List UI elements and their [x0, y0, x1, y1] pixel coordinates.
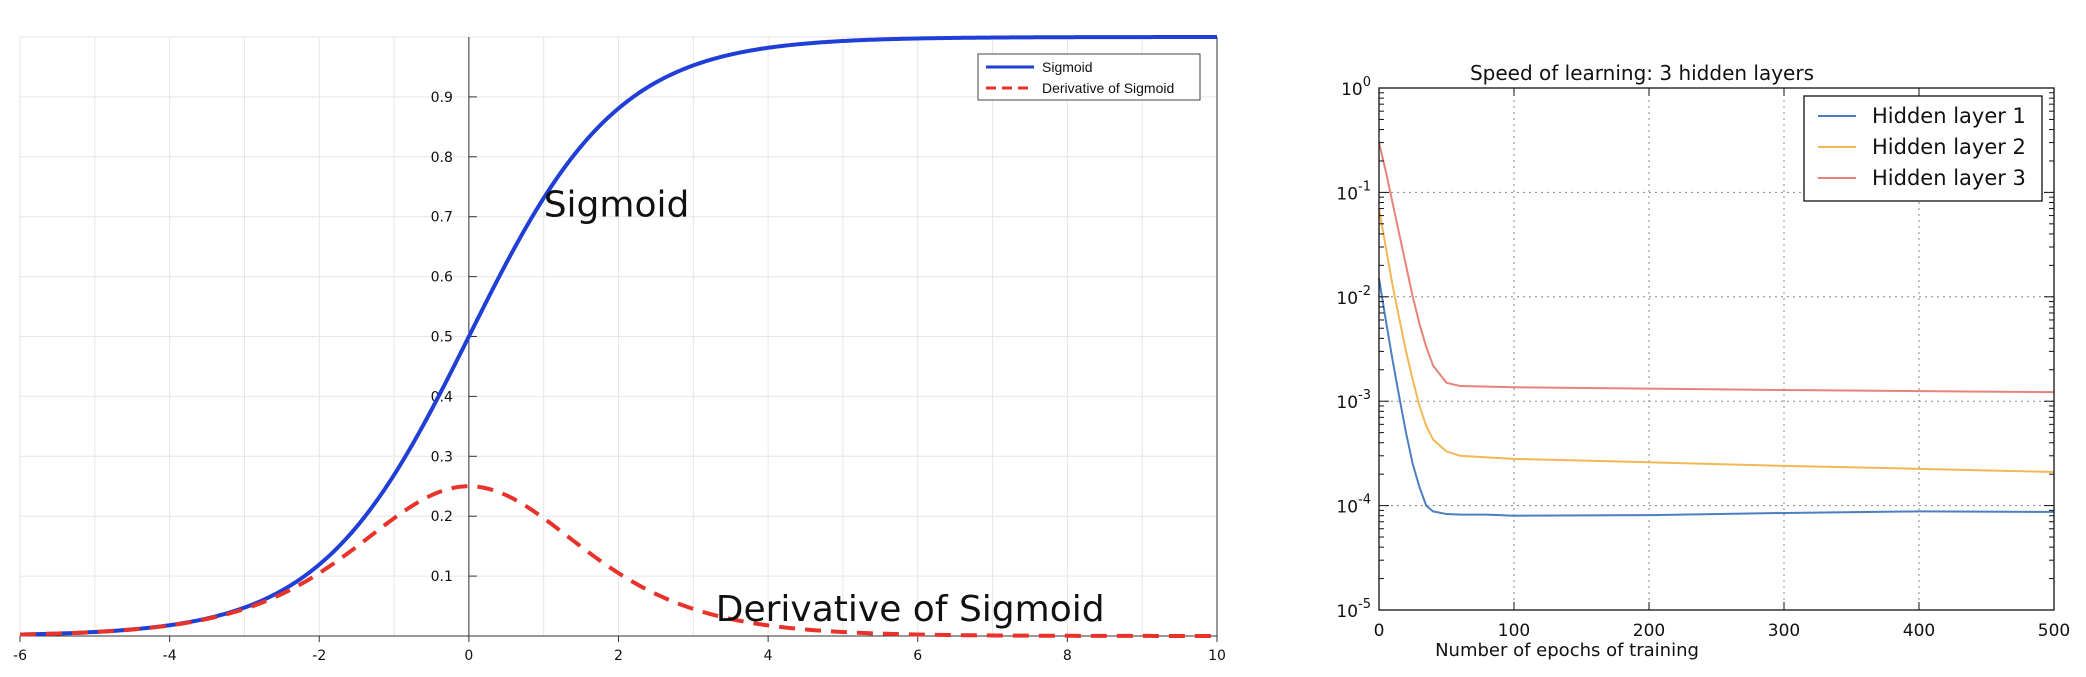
sigmoid-tick-labels: -6 -4 -2 0 2 4 6 8 100.10.20.30.40.50.60.70.80.9 — [13, 90, 1226, 664]
x-tick-label: 4 — [764, 648, 773, 664]
y-tick-label: 0.7 — [431, 210, 453, 226]
y-tick-label: 0.3 — [431, 449, 453, 465]
x-tick-label: -6 — [13, 648, 27, 664]
sigmoid-chart: -6 -4 -2 0 2 4 6 8 100.10.20.30.40.50.60.70.80.9… — [13, 35, 1226, 664]
y-tick-label: 0.8 — [431, 150, 453, 166]
x-tick-label: 10 — [1208, 648, 1226, 664]
y-tick-exponent: 0 — [1363, 75, 1371, 90]
legend-label-layer2: Hidden layer 2 — [1872, 135, 2026, 159]
x-axis-label: Number of epochs of training — [1435, 640, 1699, 661]
series-line-layer2 — [1378, 208, 2055, 473]
x-tick-label: 200 — [1633, 621, 1665, 641]
chart-title: Speed of learning: 3 hidden layers — [1470, 61, 1814, 85]
learning-speed-chart: Speed of learning: 3 hidden layers 0 100 2… — [1336, 61, 2070, 661]
x-tick-label: -2 — [312, 648, 326, 664]
legend-label-derivative: Derivative of Sigmoid — [1042, 80, 1174, 96]
x-tick-label: 2 — [614, 648, 623, 664]
y-tick-label: 0.2 — [431, 509, 453, 525]
x-tick-label: 400 — [1903, 621, 1935, 641]
y-tick-base: 10 — [1336, 289, 1358, 309]
y-tick-base: 10 — [1341, 80, 1363, 100]
annotation-sigmoid: Sigmoid — [544, 185, 690, 226]
sigmoid-series — [19, 35, 1217, 638]
x-tick-label: 300 — [1768, 621, 1800, 641]
x-tick-label: 0 — [464, 648, 473, 664]
y-tick-label: 100 — [1341, 75, 1371, 100]
learning-legend: Hidden layer 1 Hidden layer 2 Hidden lay… — [1803, 95, 2043, 202]
y-tick-label: 10-1 — [1336, 179, 1371, 204]
y-tick-label: 10-4 — [1336, 493, 1371, 518]
y-tick-label: 0.1 — [431, 569, 453, 585]
x-tick-label: 500 — [2038, 621, 2070, 641]
y-tick-base: 10 — [1336, 498, 1358, 518]
y-tick-exponent: -2 — [1358, 284, 1371, 299]
y-tick-label: 10-3 — [1336, 388, 1371, 413]
series-line-derivative — [19, 484, 1217, 638]
series-line-layer1 — [1378, 278, 2055, 517]
sigmoid-legend: Sigmoid Derivative of Sigmoid — [977, 53, 1201, 101]
legend-label-layer3: Hidden layer 3 — [1872, 166, 2026, 190]
x-tick-label: 0 — [1374, 621, 1385, 641]
series-line-sigmoid — [19, 35, 1217, 637]
y-tick-base: 10 — [1336, 602, 1358, 622]
legend-label-sigmoid: Sigmoid — [1042, 59, 1093, 75]
y-tick-label: 10-2 — [1336, 284, 1371, 309]
y-tick-exponent: -4 — [1358, 493, 1371, 508]
y-tick-label: 0.6 — [431, 270, 453, 286]
learning-axes — [1378, 87, 2055, 611]
sigmoid-annotations: Sigmoid Derivative of Sigmoid — [544, 185, 1105, 630]
y-tick-exponent: -1 — [1358, 179, 1371, 194]
plot-frame — [1378, 87, 2055, 611]
y-tick-label: 0.9 — [431, 90, 453, 106]
x-tick-label: 6 — [913, 648, 922, 664]
y-tick-base: 10 — [1336, 393, 1358, 413]
y-tick-label: 0.5 — [431, 330, 453, 346]
series-line-layer3 — [1378, 142, 2055, 394]
y-tick-label: 10-5 — [1336, 597, 1371, 622]
y-tick-base: 10 — [1336, 184, 1358, 204]
sigmoid-gridlines — [19, 36, 1218, 636]
x-tick-label: 100 — [1498, 621, 1530, 641]
legend-box — [1803, 95, 2043, 202]
y-tick-exponent: -5 — [1358, 597, 1371, 612]
x-tick-label: -4 — [163, 648, 177, 664]
x-tick-label: 8 — [1063, 648, 1072, 664]
legend-label-layer1: Hidden layer 1 — [1872, 104, 2026, 128]
y-tick-exponent: -3 — [1358, 388, 1371, 403]
learning-series — [1378, 142, 2055, 517]
annotation-derivative: Derivative of Sigmoid — [716, 589, 1105, 630]
legend-box — [977, 53, 1201, 101]
learning-gridlines — [1379, 88, 2054, 610]
